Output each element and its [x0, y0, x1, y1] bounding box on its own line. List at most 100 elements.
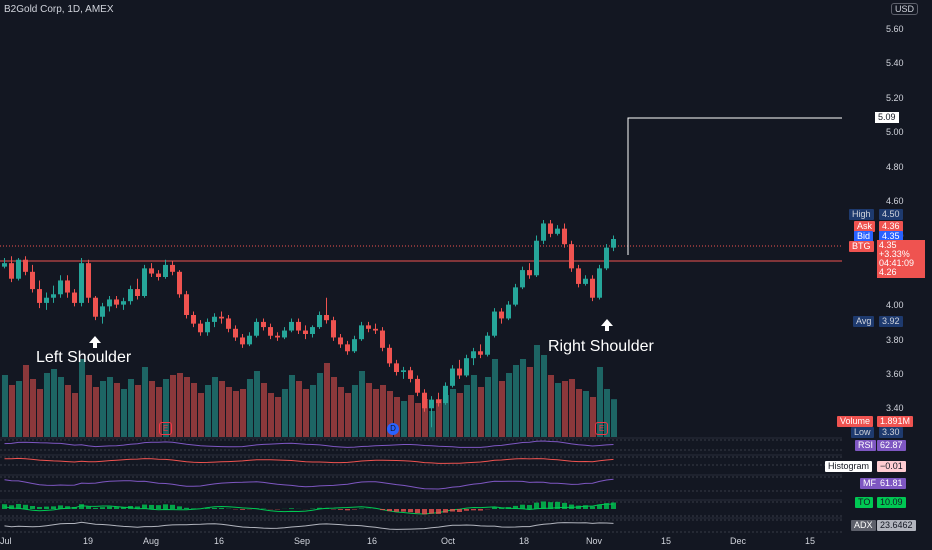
volume-bar	[51, 369, 57, 437]
volume-bar	[499, 381, 505, 437]
candle-body	[394, 363, 399, 372]
mf-label: MF	[860, 478, 879, 489]
candle-body	[198, 323, 203, 333]
candle-body	[184, 294, 189, 315]
symbol-label: BTG	[849, 241, 874, 252]
adx-label: ADX	[851, 520, 876, 531]
change-percent: +3.33%	[879, 249, 910, 259]
volume-bar	[226, 387, 232, 437]
candle-body	[450, 368, 455, 386]
candle-body	[163, 264, 168, 277]
volume-bar	[394, 397, 400, 437]
candle-body	[79, 263, 84, 303]
candle-body	[506, 304, 511, 319]
volume-bar	[58, 377, 64, 437]
indicator-line	[4, 478, 614, 490]
indicator-histogram-bar	[107, 506, 112, 509]
indicator-histogram-bar	[401, 509, 406, 512]
indicator-histogram-bar	[541, 501, 546, 509]
candle-body	[527, 270, 532, 276]
candle-body	[191, 315, 196, 324]
indicator-histogram-bar	[471, 509, 476, 511]
candle-body	[359, 325, 364, 340]
indicator-histogram-bar	[436, 509, 441, 514]
volume-bar	[149, 381, 155, 437]
indicator-histogram-bar	[604, 503, 609, 509]
volume-bar	[492, 359, 498, 437]
volume-bar	[331, 377, 337, 437]
mf-value: 61.81	[877, 478, 906, 489]
volume-bar	[121, 389, 127, 437]
target-line	[627, 117, 875, 255]
earnings-icon[interactable]: E	[159, 422, 172, 435]
low-value: 3.30	[879, 427, 903, 438]
indicator-histogram-bar	[65, 506, 70, 509]
volume-bar	[177, 373, 183, 437]
indicator-histogram-bar	[590, 506, 595, 509]
candle-body	[93, 297, 98, 317]
indicator-histogram-bar	[611, 502, 616, 509]
candle-body	[142, 268, 147, 296]
candle-body	[170, 264, 175, 272]
candle-body	[289, 321, 294, 331]
price-tick-label: 5.60	[886, 24, 904, 34]
candle-body	[219, 316, 224, 319]
volume-bar	[471, 375, 477, 437]
time-tick-label: 16	[367, 536, 378, 546]
candle-body	[233, 328, 238, 338]
volume-bar	[86, 375, 92, 437]
volume-bar	[37, 389, 43, 437]
candle-body	[464, 358, 469, 376]
volume-bar	[562, 381, 568, 437]
candle-body	[310, 327, 315, 334]
indicator-histogram-bar	[513, 505, 518, 509]
time-tick-label: Oct	[441, 536, 456, 546]
indicator-histogram-bar	[317, 507, 322, 509]
candle-body	[254, 321, 259, 336]
indicator-histogram-bar	[506, 507, 511, 509]
to-label: TO	[855, 497, 874, 508]
indicator-line	[4, 521, 614, 530]
indicator-histogram-bar	[562, 502, 567, 509]
ask-label: Ask	[854, 221, 876, 232]
volume-bar	[436, 399, 442, 437]
candle-body	[597, 268, 602, 298]
indicator-histogram-bar	[114, 507, 119, 509]
candle-body	[443, 385, 448, 404]
volume-bar	[569, 379, 575, 437]
indicator-histogram-bar	[30, 506, 35, 509]
volume-bar	[576, 389, 582, 437]
dividend-icon[interactable]: D	[387, 423, 399, 435]
candle-body	[422, 392, 427, 409]
candle-body	[226, 318, 231, 329]
indicator-histogram-bar	[72, 506, 77, 509]
indicator-histogram-bar	[121, 506, 126, 509]
indicator-histogram-bar	[387, 509, 392, 512]
candle-body	[401, 370, 406, 372]
indicator-histogram-bar	[576, 505, 581, 509]
indicator-histogram-bar	[58, 505, 63, 509]
indicator-histogram-bar	[534, 502, 539, 509]
time-tick-label: 19	[83, 536, 94, 546]
volume-bar	[401, 401, 407, 437]
earnings-icon[interactable]: E	[595, 422, 608, 435]
volume-bar	[310, 385, 316, 437]
volume-bar	[373, 389, 379, 437]
volume-bar	[219, 381, 225, 437]
volume-bar	[520, 359, 526, 437]
candle-body	[212, 316, 217, 322]
candle-body	[534, 240, 539, 276]
volume-bar	[597, 367, 603, 437]
volume-bar	[107, 377, 113, 437]
price-tick-label: 4.80	[886, 162, 904, 172]
indicator-histogram-bar	[548, 502, 553, 509]
volume-bar	[345, 393, 351, 437]
candle-body	[100, 306, 105, 317]
currency-badge[interactable]: USD	[891, 3, 919, 15]
indicator-histogram-bar	[37, 506, 42, 509]
candle-body	[177, 271, 182, 295]
indicator-histogram-bar	[415, 509, 420, 514]
candle-body	[366, 325, 371, 329]
